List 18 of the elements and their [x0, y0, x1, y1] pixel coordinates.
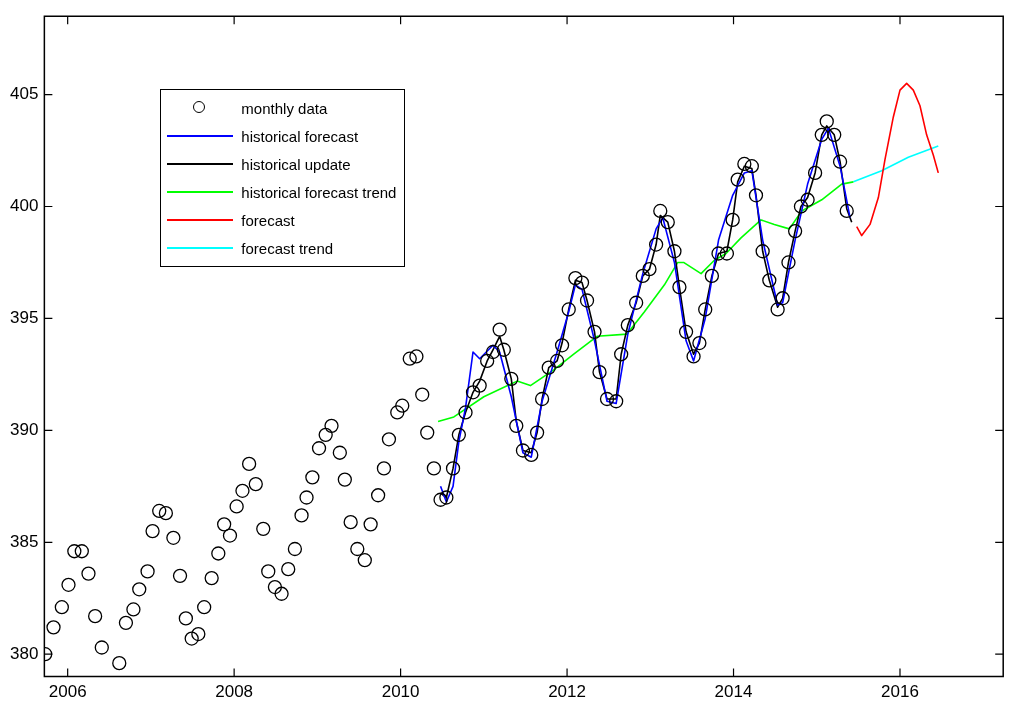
- legend-label: historical update: [241, 155, 351, 173]
- y-tick-label: 405: [9, 84, 39, 104]
- x-tick-label: 2014: [714, 682, 753, 702]
- y-tick-label: 380: [9, 643, 39, 663]
- legend-label: historical forecast: [241, 127, 359, 145]
- x-tick-label: 2006: [48, 682, 87, 702]
- legend-label: forecast trend: [241, 239, 334, 257]
- legend-label: historical forecast trend: [241, 183, 397, 201]
- x-tick-label: 2008: [215, 682, 254, 702]
- x-tick-label: 2016: [881, 682, 919, 702]
- x-tick-label: 2010: [381, 682, 420, 702]
- x-tick-label: 2012: [548, 682, 586, 702]
- legend-label: monthly data: [241, 99, 328, 117]
- y-tick-label: 385: [9, 531, 39, 551]
- y-tick-label: 395: [9, 308, 39, 328]
- y-tick-label: 390: [9, 420, 39, 440]
- legend-label: forecast: [241, 211, 295, 229]
- y-tick-label: 400: [9, 196, 39, 216]
